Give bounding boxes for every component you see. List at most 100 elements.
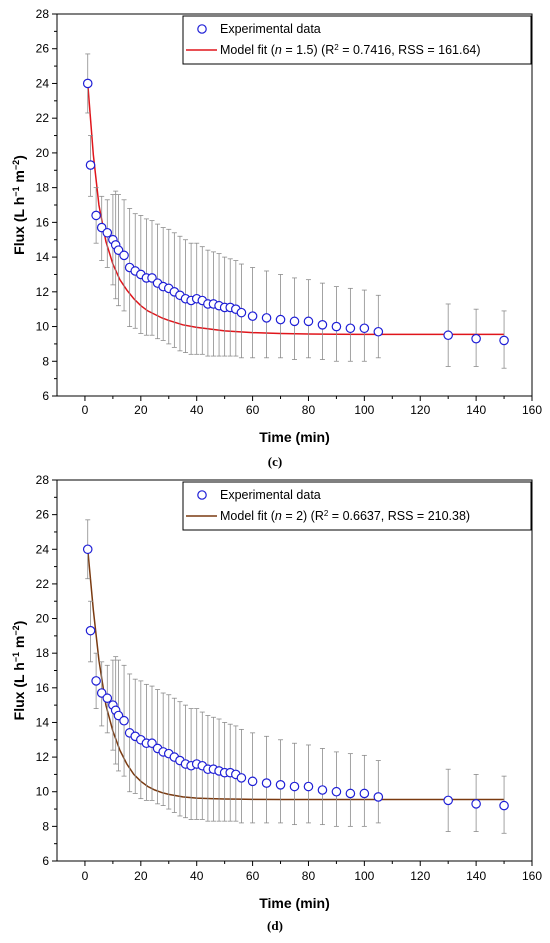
y-tick-label: 26 xyxy=(36,42,50,56)
x-tick-label: 60 xyxy=(246,869,260,883)
data-point xyxy=(317,785,328,795)
data-point xyxy=(359,788,370,799)
y-axis-label: Flux (L h−1 m−2) xyxy=(11,621,27,721)
data-point xyxy=(82,544,93,555)
x-tick-label: 100 xyxy=(354,403,374,417)
y-label-text: m xyxy=(11,170,27,186)
y-tick-label: 26 xyxy=(36,508,50,522)
y-tick-label: 20 xyxy=(36,146,50,160)
y-tick-label: 24 xyxy=(36,542,50,556)
legend: Experimental data Model fit (n = 2) (R2 =… xyxy=(182,481,532,531)
data-point xyxy=(317,320,328,330)
y-tick-label: 28 xyxy=(36,473,50,487)
x-tick-label: 20 xyxy=(134,403,148,417)
data-point xyxy=(289,781,300,792)
legend-box xyxy=(182,481,532,531)
y-label-superscript: −1 xyxy=(11,652,21,662)
y-label-superscript: −1 xyxy=(11,186,21,196)
data-point xyxy=(373,792,384,802)
y-tick-label: 10 xyxy=(36,320,50,334)
legend-label-model: Model fit (n = 2) (R2 = 0.6637, RSS = 21… xyxy=(220,509,470,524)
legend-label-part: n xyxy=(275,43,282,57)
y-tick-label: 28 xyxy=(36,7,50,21)
data-point xyxy=(331,321,342,332)
data-point xyxy=(471,333,481,344)
y-label-text: m xyxy=(11,636,27,652)
data-point xyxy=(443,795,453,806)
data-point xyxy=(303,316,314,327)
data-point xyxy=(102,693,113,704)
y-tick-label: 16 xyxy=(36,215,50,229)
x-tick-label: 140 xyxy=(466,403,486,417)
legend-label-part: = 2) (R xyxy=(282,509,324,523)
y-label-superscript: −2 xyxy=(11,160,21,170)
y-tick-label: 12 xyxy=(36,750,50,764)
y-tick-label: 16 xyxy=(36,681,50,695)
y-tick-label: 8 xyxy=(42,354,49,368)
legend-label-experimental: Experimental data xyxy=(220,488,321,502)
data-point xyxy=(119,715,129,726)
legend-label-part: 2 xyxy=(324,509,329,518)
y-tick-label: 14 xyxy=(36,715,50,729)
y-label-text: Flux (L h xyxy=(11,662,27,720)
x-tick-label: 20 xyxy=(134,869,148,883)
data-point xyxy=(345,788,356,799)
y-label-superscript: −2 xyxy=(11,625,21,635)
data-point xyxy=(373,326,384,337)
data-point xyxy=(499,335,509,346)
data-point xyxy=(247,311,258,321)
y-tick-label: 18 xyxy=(36,181,50,195)
data-point xyxy=(275,779,286,790)
chart-panel-c: 0 20 40 60 80 100 120 140 160 6 8 10 12 14 16 18 20 22 24 2… xyxy=(11,7,542,469)
x-tick-label: 40 xyxy=(190,869,204,883)
x-tick-label: 60 xyxy=(246,403,260,417)
data-point xyxy=(85,625,96,636)
legend-label-part: 2 xyxy=(334,43,339,52)
y-tick-label: 20 xyxy=(36,612,50,626)
data-point xyxy=(289,316,300,327)
panel-caption: (d) xyxy=(267,918,283,933)
x-tick-label: 80 xyxy=(302,403,316,417)
y-tick-label: 8 xyxy=(42,819,49,833)
legend: Experimental data Model fit (n = 1.5) (R2… xyxy=(182,15,532,65)
x-tick-label: 120 xyxy=(410,869,430,883)
y-tick-label: 24 xyxy=(36,76,50,90)
legend-label-part: = 0.6637, RSS = 210.38) xyxy=(328,509,470,523)
x-tick-label: 80 xyxy=(302,869,316,883)
data-point xyxy=(102,227,113,238)
y-tick-label: 22 xyxy=(36,111,50,125)
y-tick-label: 6 xyxy=(42,389,49,403)
x-axis-label: Time (min) xyxy=(259,895,330,911)
legend-marker-symbol xyxy=(197,24,207,34)
data-point xyxy=(236,307,247,318)
data-point xyxy=(91,210,101,221)
data-point xyxy=(85,160,96,170)
x-tick-label: 100 xyxy=(354,869,374,883)
x-axis-label: Time (min) xyxy=(259,429,330,445)
legend-label-experimental: Experimental data xyxy=(220,22,321,36)
legend-box xyxy=(182,15,532,65)
data-point xyxy=(471,799,481,809)
x-tick-label: 120 xyxy=(410,403,430,417)
legend-label-part: Model fit ( xyxy=(220,509,276,523)
data-point xyxy=(261,313,272,323)
data-point xyxy=(247,776,258,787)
x-tick-label: 40 xyxy=(190,403,204,417)
data-point xyxy=(331,786,342,797)
y-tick-label: 12 xyxy=(36,285,50,299)
y-tick-label: 18 xyxy=(36,646,50,660)
panel-caption: (c) xyxy=(268,454,282,469)
data-point xyxy=(345,323,356,334)
data-point xyxy=(275,314,286,325)
data-point xyxy=(119,250,129,261)
y-tick-label: 14 xyxy=(36,250,50,264)
data-point xyxy=(303,781,314,792)
chart-panel-d: 0 20 40 60 80 100 120 140 160 6 8 10 12 14 16 18 20 22 24 2… xyxy=(11,473,542,933)
x-tick-label: 0 xyxy=(82,403,89,417)
y-label-text: ) xyxy=(11,621,27,626)
y-tick-label: 22 xyxy=(36,577,50,591)
data-point xyxy=(359,323,370,334)
y-axis-label: Flux (L h−1 m−2) xyxy=(11,155,27,255)
